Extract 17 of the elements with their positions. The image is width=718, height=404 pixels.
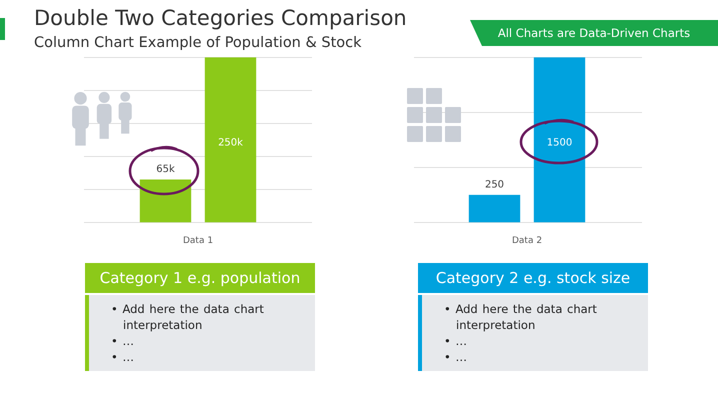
- data-label: 250: [484, 179, 504, 190]
- text: All Charts are Data-Driven Charts: [470, 20, 718, 46]
- text: Category 1 e.g. population: [85, 263, 315, 293]
- text: • Add here the data chart interpretation: [111, 301, 265, 333]
- chart-subtitle: Column Chart Example of Population & Stock: [34, 35, 362, 51]
- data-label: 250k: [218, 138, 244, 149]
- text: • Add here the data chart interpretation: [444, 301, 598, 333]
- data-label: 1500: [546, 138, 572, 149]
- text: • …: [444, 333, 468, 349]
- text: Category 2 e.g. stock size: [418, 263, 648, 293]
- chart-title: Double Two Categories Comparison: [34, 6, 407, 30]
- text: • …: [444, 349, 468, 365]
- data-label: 65k: [156, 164, 175, 176]
- x-axis-title: Data 2: [512, 236, 542, 246]
- text: • …: [111, 349, 135, 365]
- text: • …: [111, 333, 135, 349]
- x-axis-title: Data 1: [182, 236, 214, 246]
